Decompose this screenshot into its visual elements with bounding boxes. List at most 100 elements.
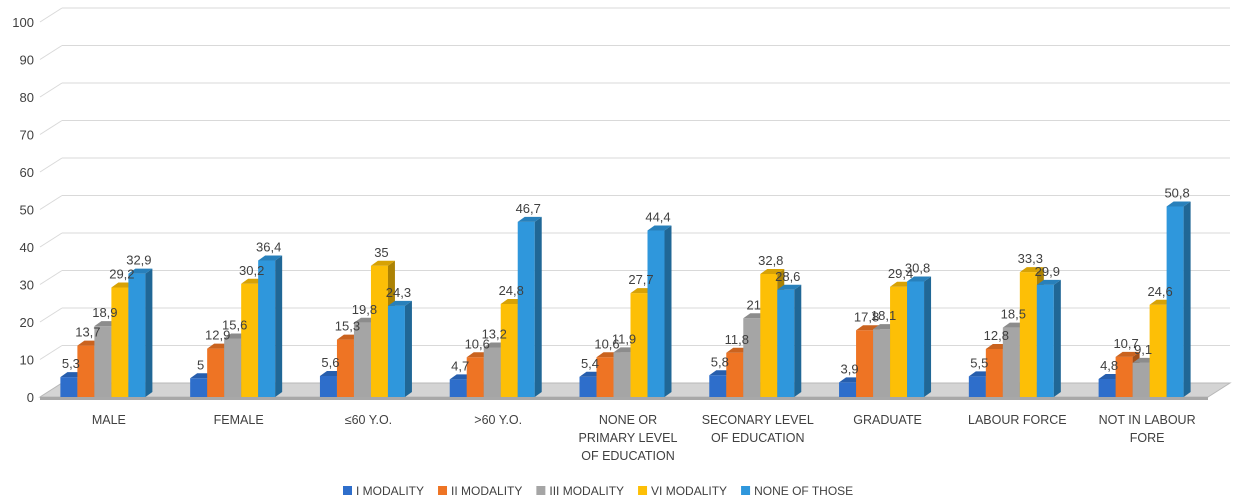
y-tick-label: 70 (20, 128, 34, 143)
data-label: 44,4 (645, 210, 670, 225)
x-tick-label: OF EDUCATION (581, 449, 675, 463)
bar-top (647, 225, 672, 231)
bar-front (647, 230, 665, 397)
y-tick-label: 90 (20, 53, 34, 68)
bar-front (94, 326, 112, 397)
bar-side (145, 268, 153, 397)
data-label: 29,4 (888, 266, 913, 281)
bar-side (275, 255, 283, 397)
x-tick-label: LABOUR FORCE (968, 413, 1067, 427)
bar-side (1053, 279, 1061, 397)
bar-front (77, 345, 95, 397)
y-tick-label: 0 (27, 390, 34, 405)
data-label: 28,6 (775, 269, 800, 284)
y-tick-label: 10 (20, 353, 34, 368)
data-label: 10,6 (465, 336, 490, 351)
bar-top (777, 284, 802, 290)
data-label: 11,8 (725, 332, 749, 347)
bar-front (111, 287, 129, 397)
data-label: 5,4 (581, 356, 599, 371)
x-tick-label: ≤60 Y.O. (345, 413, 392, 427)
bar-front (449, 379, 467, 397)
bar-front (128, 273, 146, 397)
data-label: 17,8 (854, 309, 879, 324)
y-tick-label: 100 (12, 15, 34, 30)
y-tick-label: 20 (20, 315, 34, 330)
bar-top (128, 268, 153, 274)
bar (258, 255, 283, 397)
legend-label: VI MODALITY (651, 484, 727, 498)
x-tick-label: OF EDUCATION (711, 431, 805, 445)
bar-top (907, 276, 932, 282)
legend-item: II MODALITY (438, 484, 522, 498)
data-label: 24,8 (499, 283, 524, 298)
bar-front (483, 347, 501, 397)
data-label: 50,8 (1164, 186, 1189, 201)
x-tick-label: FEMALE (214, 413, 264, 427)
y-tick-label: 40 (20, 240, 34, 255)
bar-top (517, 216, 542, 222)
bar-front (596, 357, 614, 397)
data-label: 29,2 (109, 267, 134, 282)
bar (777, 284, 802, 397)
bar-top (760, 269, 785, 274)
data-label: 4,7 (451, 358, 469, 373)
data-label: 35 (374, 245, 388, 260)
bar-front (1166, 206, 1184, 397)
bar-front (1132, 362, 1150, 397)
data-label: 24,6 (1147, 284, 1172, 299)
data-label: 12,8 (984, 328, 1009, 343)
legend-label: II MODALITY (451, 484, 522, 498)
bar-front (630, 293, 648, 397)
data-label: 36,4 (256, 240, 281, 255)
bar-front (60, 377, 78, 397)
gridline-side (39, 45, 63, 60)
data-label: 12,9 (205, 328, 230, 343)
data-label: 4,8 (1100, 358, 1118, 373)
bar-front (387, 305, 405, 397)
data-labels: 5,3 13,7 18,9 29,232,9 512,915,6 30,2 36,4 5,6 1… (62, 186, 1190, 377)
data-label: 9,1 (1134, 342, 1152, 357)
bar (1166, 201, 1191, 397)
bar-front (370, 265, 388, 397)
bar-front (1019, 272, 1037, 397)
data-label: 5,8 (711, 354, 729, 369)
gridline-side (39, 307, 63, 323)
legend: I MODALITY II MODALITY III MODALITY VI MODA… (343, 484, 853, 498)
data-label: 13,7 (75, 325, 100, 340)
gridline-side (39, 232, 63, 248)
gridline-side (39, 82, 63, 98)
bar-front (466, 357, 484, 397)
bar (517, 216, 542, 397)
bar-front (743, 318, 761, 397)
data-label: 5,3 (62, 356, 80, 371)
x-tick-label: NONE OR (599, 413, 657, 427)
data-label: 18,1 (871, 308, 896, 323)
data-label: 13,2 (482, 327, 507, 342)
legend-item: III MODALITY (536, 484, 624, 498)
gridline-side (39, 7, 63, 23)
data-label: 27,7 (628, 272, 653, 287)
bar-front (258, 260, 276, 397)
x-tick-label: PRIMARY LEVEL (579, 431, 678, 445)
legend-swatch (536, 486, 546, 495)
x-tick-label: MALE (92, 413, 126, 427)
bar-front (1149, 304, 1167, 397)
bar-top (370, 260, 395, 266)
bar (387, 300, 412, 397)
bar-front (579, 376, 597, 397)
bar-front (1098, 379, 1116, 397)
data-label: 10,6 (594, 336, 619, 351)
data-label: 5,5 (970, 355, 988, 370)
bar-front (839, 382, 857, 397)
legend-label: I MODALITY (356, 484, 424, 498)
bar-top (1036, 279, 1061, 285)
bar-front (241, 283, 259, 397)
data-label: 10,7 (1113, 336, 1138, 351)
bar-top (258, 255, 283, 261)
bar-side (1183, 201, 1191, 397)
data-label: 33,3 (1018, 251, 1043, 266)
bar-front (856, 330, 874, 397)
y-tick-label: 80 (20, 90, 34, 105)
